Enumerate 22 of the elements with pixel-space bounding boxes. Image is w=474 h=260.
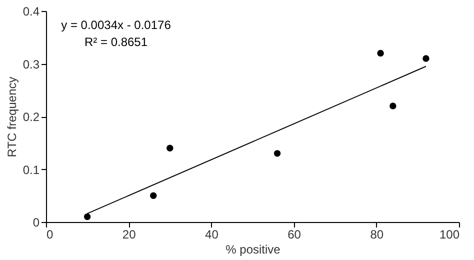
x-tick-label: 0 xyxy=(46,228,54,242)
x-tick-label: 100 xyxy=(439,228,460,242)
y-tick-label: 0 xyxy=(32,216,40,230)
y-tick-label: 0.2 xyxy=(22,110,40,124)
y-axis-title: RTC frequency xyxy=(4,76,19,158)
x-axis-title: % positive xyxy=(226,242,281,256)
point xyxy=(84,213,91,220)
x-tick-label: 80 xyxy=(370,228,384,242)
x-tick-label: 60 xyxy=(288,228,302,242)
x-tick-label: 20 xyxy=(122,228,136,242)
x-tick-label: 40 xyxy=(205,228,219,242)
point xyxy=(422,55,430,62)
point xyxy=(377,50,384,57)
y-tick-label: 0.1 xyxy=(22,162,40,177)
annotation: y = 0.0034x - 0.0176 xyxy=(61,18,172,32)
point xyxy=(166,144,174,152)
point xyxy=(390,102,396,110)
y-tick-label: 0.4 xyxy=(22,4,40,18)
point xyxy=(150,192,157,199)
y-tick-label: 0.3 xyxy=(22,57,40,72)
annotation: R² = 0.8651 xyxy=(84,35,148,49)
point xyxy=(274,150,281,157)
